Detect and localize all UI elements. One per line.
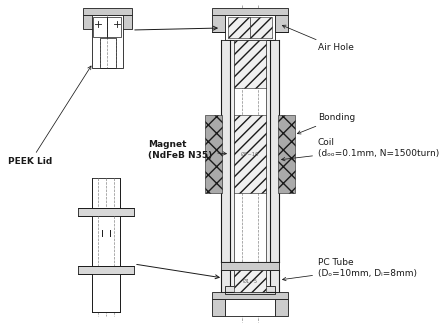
Bar xyxy=(78,266,134,274)
Bar xyxy=(225,15,275,40)
Bar xyxy=(270,270,279,292)
Bar xyxy=(225,299,275,316)
Bar xyxy=(230,270,234,292)
Bar xyxy=(221,262,279,270)
Bar xyxy=(266,270,270,292)
Text: PEEK Lid: PEEK Lid xyxy=(8,66,91,166)
Bar xyxy=(107,17,121,37)
Bar xyxy=(92,274,120,312)
Bar xyxy=(250,17,272,38)
Bar xyxy=(83,15,93,29)
Bar xyxy=(100,38,116,68)
Bar xyxy=(92,15,123,68)
Text: Ø1~5: Ø1~5 xyxy=(243,279,258,284)
Bar xyxy=(212,8,288,15)
Bar xyxy=(228,17,250,38)
Text: Air Hole: Air Hole xyxy=(282,25,354,53)
Bar xyxy=(278,115,295,193)
Bar xyxy=(212,15,225,32)
Bar xyxy=(221,270,230,292)
Bar xyxy=(205,115,222,193)
Bar xyxy=(275,15,288,32)
Bar xyxy=(266,40,270,262)
Text: Bonding: Bonding xyxy=(297,113,355,134)
Bar xyxy=(230,40,234,262)
Text: Coil
(dₒₒ=0.1mm, N=1500turn): Coil (dₒₒ=0.1mm, N=1500turn) xyxy=(282,138,439,161)
Bar xyxy=(78,208,134,216)
Bar xyxy=(212,299,225,316)
Text: Magnet
(NdFeB N35): Magnet (NdFeB N35) xyxy=(148,140,227,160)
Bar xyxy=(92,216,120,266)
Bar xyxy=(83,8,132,15)
Bar xyxy=(122,15,132,29)
Bar xyxy=(92,178,120,208)
Bar xyxy=(221,40,230,262)
Bar xyxy=(275,299,288,316)
Bar xyxy=(225,286,275,294)
Bar xyxy=(234,40,266,88)
Text: Ø7~10: Ø7~10 xyxy=(241,151,259,157)
Text: PC Tube
(Dₒ=10mm, Dᵢ=8mm): PC Tube (Dₒ=10mm, Dᵢ=8mm) xyxy=(283,258,417,281)
Bar xyxy=(234,270,266,292)
Bar xyxy=(234,115,266,193)
Bar xyxy=(93,17,107,37)
Bar xyxy=(212,292,288,299)
Bar xyxy=(270,40,279,262)
